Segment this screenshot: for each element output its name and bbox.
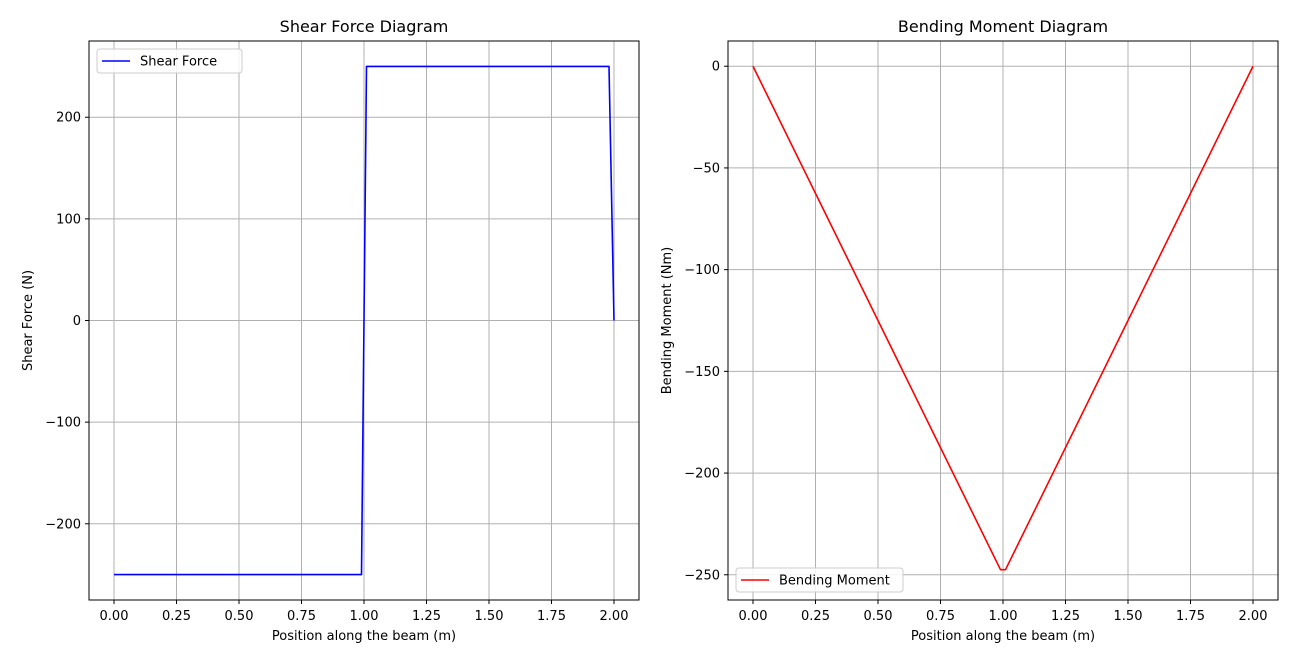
- legend: Shear Force: [96, 48, 243, 74]
- y-tick-label: −100: [684, 263, 720, 278]
- y-tick-label: −100: [45, 416, 81, 431]
- y-axis-label: Shear Force (N): [21, 270, 36, 371]
- x-tick-label: 2.00: [600, 609, 629, 624]
- x-tick-label: 1.50: [1114, 609, 1143, 624]
- x-tick-label: 2.00: [1239, 609, 1268, 624]
- chart-panel-1: 0.00 0.25 0.50 0.75 1.00 1.25 1.50 1.75 2.00 −200…: [21, 17, 640, 644]
- x-tick-label: 1.00: [350, 609, 379, 624]
- x-tick-label: 1.25: [1051, 609, 1080, 624]
- y-tick-label: 0: [712, 60, 720, 75]
- y-tick-label: −50: [693, 161, 720, 176]
- x-tick-label: 1.75: [537, 609, 566, 624]
- chart-title: Bending Moment Diagram: [898, 17, 1108, 36]
- legend: Bending Moment: [735, 567, 904, 593]
- x-tick-label: 0.25: [801, 609, 830, 624]
- x-tick-label: 1.75: [1176, 609, 1205, 624]
- x-tick-label: 0.75: [926, 609, 955, 624]
- series-line: [752, 65, 1254, 571]
- x-tick-label: 0.25: [162, 609, 191, 624]
- x-tick-label: 1.25: [412, 609, 441, 624]
- y-tick-label: 0: [73, 314, 81, 329]
- x-axis-label: Position along the beam (m): [272, 629, 456, 644]
- chart-panel-2: 0.00 0.25 0.50 0.75 1.00 1.25 1.50 1.75 2.00 0 −50…: [660, 17, 1279, 644]
- chart-title: Shear Force Diagram: [280, 17, 449, 36]
- y-tick-label: −200: [684, 467, 720, 482]
- x-tick-label: 0.50: [225, 609, 254, 624]
- legend-label: Shear Force: [140, 55, 217, 70]
- y-axis-label: Bending Moment (Nm): [660, 247, 675, 394]
- x-axis-label: Position along the beam (m): [911, 629, 1095, 644]
- x-tick-label: 0.50: [864, 609, 893, 624]
- series-line: [114, 65, 615, 576]
- y-tick-label: 100: [56, 212, 81, 227]
- y-tick-label: 200: [56, 111, 81, 126]
- x-tick-label: 0.00: [100, 609, 129, 624]
- legend-label: Bending Moment: [779, 574, 890, 589]
- x-tick-label: 1.00: [989, 609, 1018, 624]
- x-tick-label: 1.50: [475, 609, 504, 624]
- x-tick-label: 0.00: [739, 609, 768, 624]
- legend-box: [96, 48, 243, 74]
- y-tick-label: −200: [45, 517, 81, 532]
- legend-box: [735, 567, 904, 593]
- y-tick-label: −250: [684, 568, 720, 583]
- y-tick-label: −150: [684, 365, 720, 380]
- x-tick-label: 0.75: [287, 609, 316, 624]
